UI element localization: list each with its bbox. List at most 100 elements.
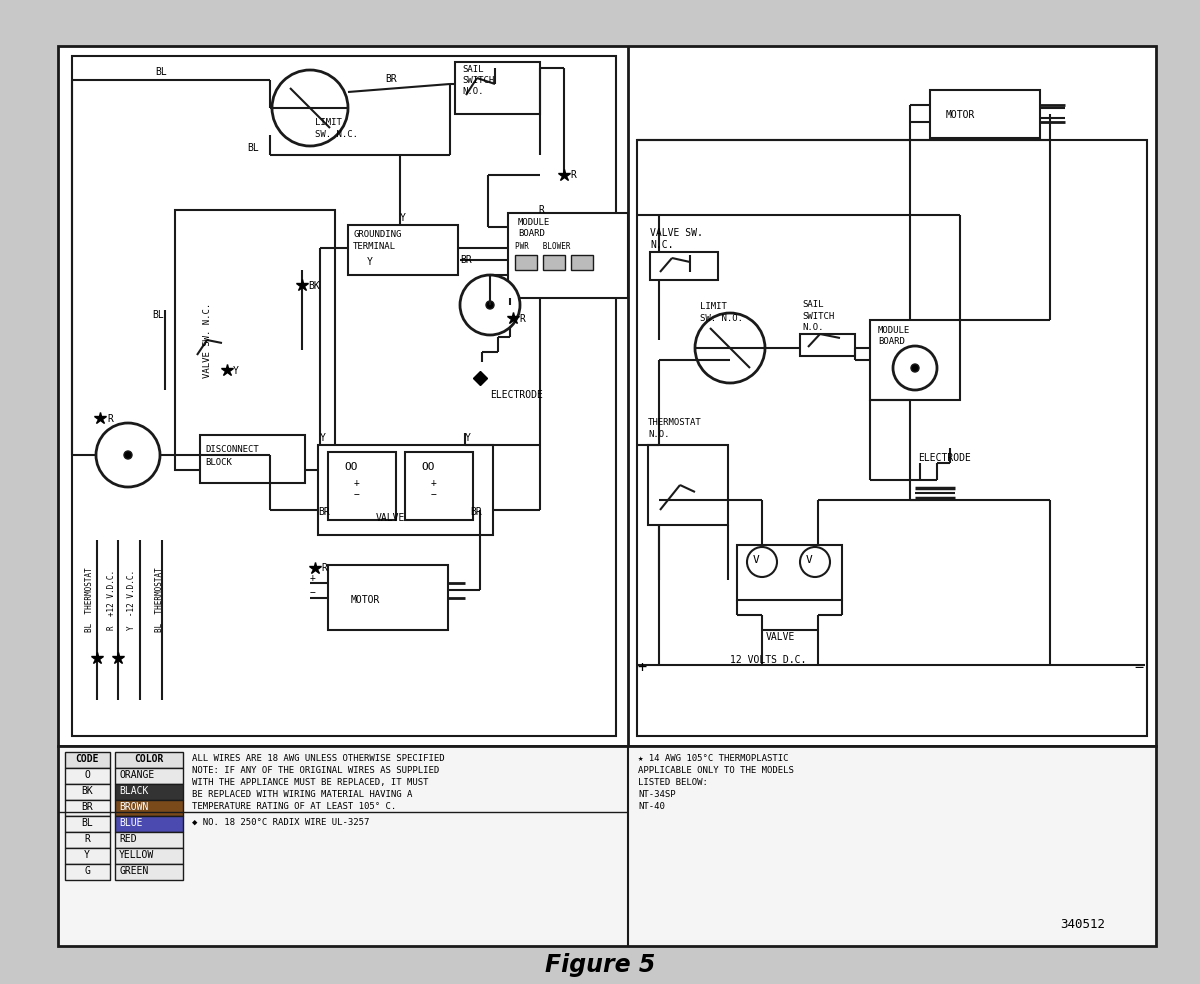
Bar — [65, 752, 110, 768]
Text: BR: BR — [82, 802, 92, 812]
Text: COLOR: COLOR — [134, 754, 163, 764]
Text: R: R — [107, 414, 113, 424]
Bar — [650, 252, 718, 280]
Bar — [115, 768, 182, 784]
Bar — [115, 752, 182, 768]
Text: MODULE: MODULE — [878, 326, 911, 335]
Text: Y: Y — [233, 366, 239, 376]
Text: BLOCK: BLOCK — [205, 458, 232, 467]
Text: ELECTRODE: ELECTRODE — [918, 453, 971, 463]
Text: O: O — [84, 770, 90, 780]
Text: SW. N.C.: SW. N.C. — [314, 130, 358, 139]
Text: BL: BL — [247, 143, 259, 153]
Text: ◆ NO. 18 250°C RADIX WIRE UL-3257: ◆ NO. 18 250°C RADIX WIRE UL-3257 — [192, 818, 370, 827]
Text: V: V — [752, 555, 760, 565]
Text: YELLOW: YELLOW — [119, 850, 155, 860]
Circle shape — [695, 313, 766, 383]
Circle shape — [96, 423, 160, 487]
Circle shape — [124, 451, 132, 459]
Text: Figure 5: Figure 5 — [545, 953, 655, 977]
Text: ELECTRODE: ELECTRODE — [490, 390, 542, 400]
Text: −: − — [431, 490, 437, 500]
Text: 12 VOLTS D.C.: 12 VOLTS D.C. — [730, 655, 806, 665]
Text: NT-34SP: NT-34SP — [638, 790, 676, 799]
Text: BR: BR — [385, 74, 397, 84]
Text: BL: BL — [82, 818, 92, 828]
Text: GREEN: GREEN — [119, 866, 149, 876]
Text: CODE: CODE — [76, 754, 98, 764]
Bar — [870, 320, 960, 400]
Text: BK: BK — [82, 786, 92, 796]
Circle shape — [272, 70, 348, 146]
Text: VALVE SW.: VALVE SW. — [650, 228, 703, 238]
Text: ★ 14 AWG 105°C THERMOPLASTIC: ★ 14 AWG 105°C THERMOPLASTIC — [638, 754, 788, 763]
Bar — [571, 255, 593, 270]
Bar — [175, 210, 335, 470]
Text: DISCONNECT: DISCONNECT — [205, 445, 259, 454]
Bar — [637, 140, 1147, 736]
Text: R: R — [570, 170, 576, 180]
Text: N.O.: N.O. — [462, 87, 484, 96]
Text: N.C.: N.C. — [650, 240, 673, 250]
Bar — [648, 445, 728, 525]
Text: BL: BL — [152, 310, 163, 320]
Text: Y: Y — [320, 433, 326, 443]
Bar — [930, 90, 1040, 138]
Text: MOTOR: MOTOR — [350, 595, 379, 605]
Text: BOARD: BOARD — [518, 229, 545, 238]
Bar — [508, 213, 628, 298]
Text: Y: Y — [367, 257, 373, 267]
Circle shape — [746, 547, 778, 577]
Text: BOARD: BOARD — [878, 337, 905, 346]
Bar — [737, 545, 842, 600]
Bar — [348, 225, 458, 275]
Text: APPLICABLE ONLY TO THE MODELS: APPLICABLE ONLY TO THE MODELS — [638, 766, 794, 775]
Bar — [65, 800, 110, 816]
Text: TEMPERATURE RATING OF AT LEAST 105° C.: TEMPERATURE RATING OF AT LEAST 105° C. — [192, 802, 396, 811]
Text: BR: BR — [470, 507, 481, 517]
Text: BK: BK — [308, 281, 319, 291]
Text: TERMINAL: TERMINAL — [353, 242, 396, 251]
Bar — [328, 565, 448, 630]
Text: NT-40: NT-40 — [638, 802, 665, 811]
Bar — [65, 816, 110, 832]
Bar — [328, 452, 396, 520]
Bar — [115, 848, 182, 864]
Text: R: R — [322, 563, 326, 573]
Text: V: V — [805, 555, 812, 565]
Text: MODULE: MODULE — [518, 218, 551, 227]
Text: N.O.: N.O. — [802, 323, 823, 332]
Text: OO: OO — [344, 462, 358, 472]
Text: WITH THE APPLIANCE MUST BE REPLACED, IT MUST: WITH THE APPLIANCE MUST BE REPLACED, IT … — [192, 778, 428, 787]
Text: Y  -12 V.D.C.: Y -12 V.D.C. — [127, 570, 137, 630]
Text: −: − — [310, 588, 316, 598]
Text: THERMOSTAT: THERMOSTAT — [648, 418, 702, 427]
Bar — [65, 784, 110, 800]
Text: VALVE: VALVE — [766, 632, 794, 642]
Text: SW. N.O.: SW. N.O. — [700, 314, 743, 323]
Text: R: R — [538, 205, 544, 215]
Text: BR: BR — [318, 507, 330, 517]
Text: +: + — [354, 478, 360, 488]
Text: R: R — [520, 314, 524, 324]
Text: R: R — [84, 834, 90, 844]
Bar — [115, 816, 182, 832]
Bar — [200, 435, 305, 483]
Text: ORANGE: ORANGE — [119, 770, 155, 780]
Text: SAIL: SAIL — [462, 65, 484, 74]
Text: BE REPLACED WITH WIRING MATERIAL HAVING A: BE REPLACED WITH WIRING MATERIAL HAVING … — [192, 790, 413, 799]
Bar — [115, 832, 182, 848]
Circle shape — [911, 364, 919, 372]
Text: NOTE: IF ANY OF THE ORIGINAL WIRES AS SUPPLIED: NOTE: IF ANY OF THE ORIGINAL WIRES AS SU… — [192, 766, 439, 775]
Circle shape — [460, 275, 520, 335]
Circle shape — [800, 547, 830, 577]
Bar — [406, 452, 473, 520]
Text: ALL WIRES ARE 18 AWG UNLESS OTHERWISE SPECIFIED: ALL WIRES ARE 18 AWG UNLESS OTHERWISE SP… — [192, 754, 445, 763]
Text: BLACK: BLACK — [119, 786, 149, 796]
Bar — [65, 832, 110, 848]
Text: GROUNDING: GROUNDING — [353, 230, 401, 239]
Text: MOTOR: MOTOR — [946, 110, 974, 120]
Bar — [65, 864, 110, 880]
Text: BLUE: BLUE — [119, 818, 143, 828]
Text: +: + — [310, 573, 316, 583]
